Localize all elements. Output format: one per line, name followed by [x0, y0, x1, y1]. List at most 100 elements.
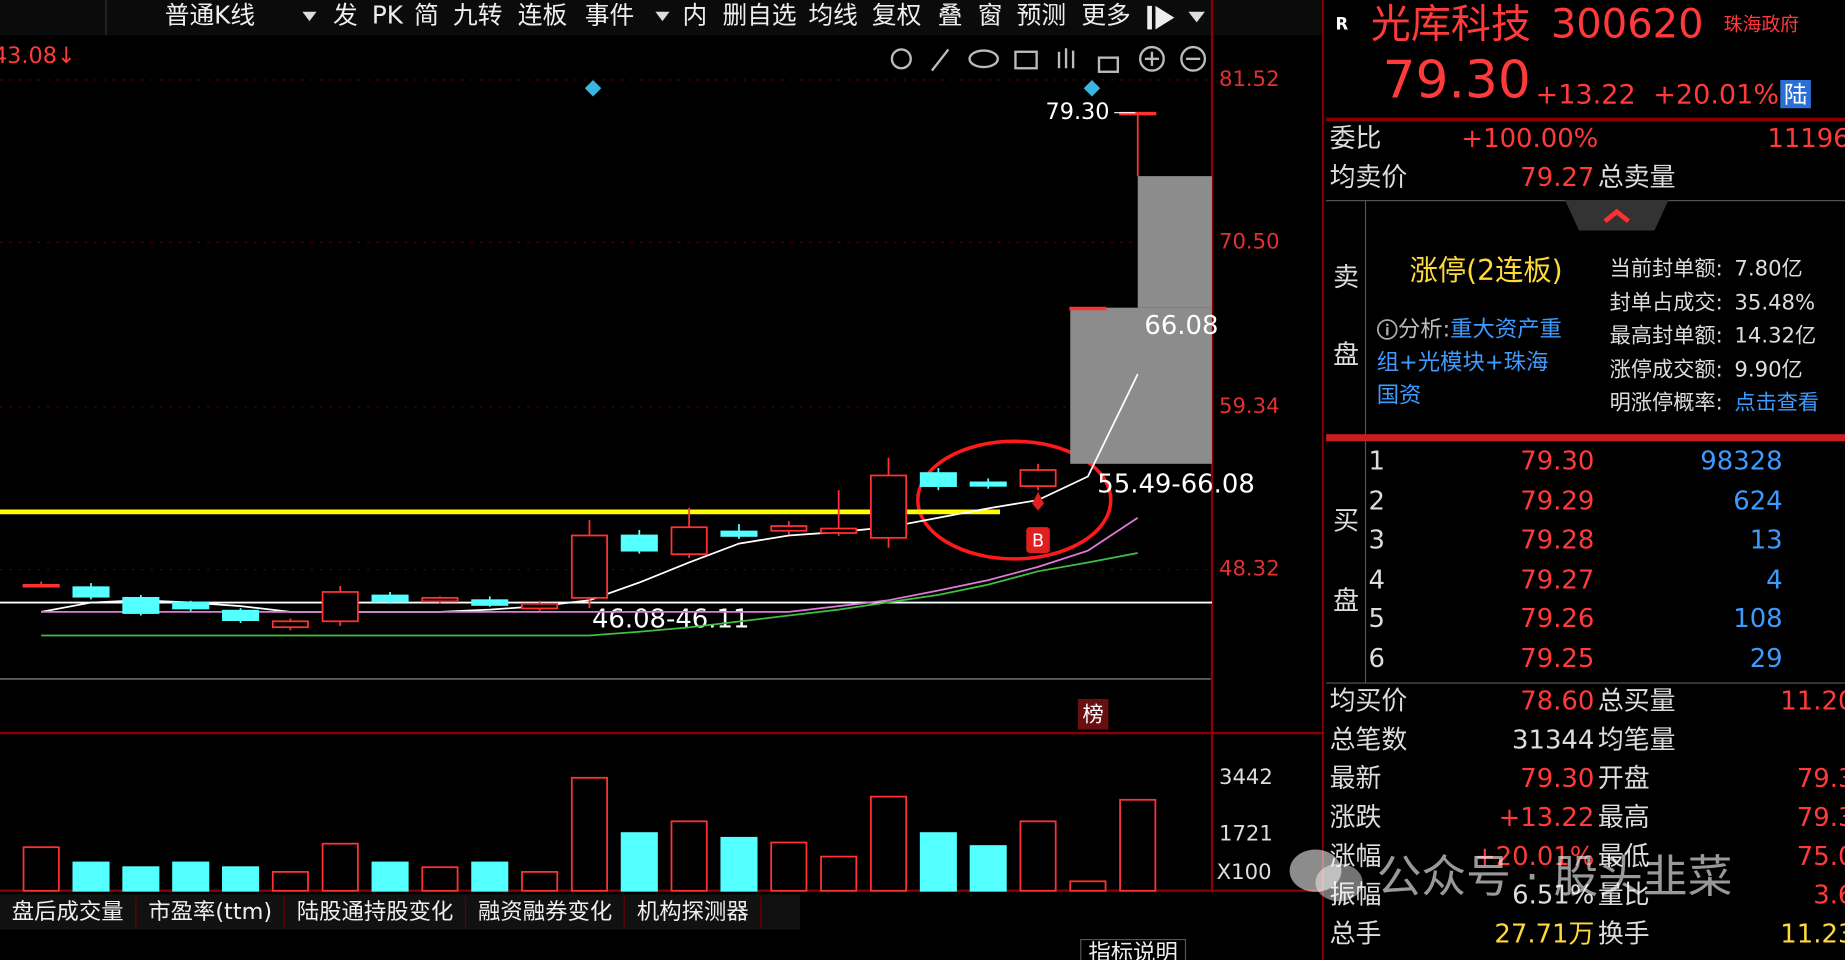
volume-bar — [222, 866, 260, 892]
chart-tools[interactable] — [890, 45, 1207, 73]
label: 均卖价 — [1329, 163, 1408, 193]
bid-price: 79.28 — [1520, 525, 1595, 556]
toolbar-item[interactable]: 均线 — [808, 1, 858, 30]
bid-level: 4 — [1368, 565, 1385, 595]
candle-body — [869, 474, 908, 539]
toolbar-item[interactable]: 更多 — [1081, 1, 1131, 30]
volume-bar — [321, 842, 359, 892]
stock-tag[interactable]: 珠海政府 — [1723, 12, 1800, 36]
candle-body — [670, 526, 708, 556]
value: +100.00% — [1461, 124, 1599, 155]
stat-value: 6.51% — [1512, 881, 1595, 911]
toolbar-item[interactable]: 内 — [682, 1, 708, 30]
toolbar-item[interactable]: 复权 — [871, 1, 922, 30]
gap-label: 66.08 — [1144, 311, 1218, 341]
volume-bar — [122, 866, 160, 892]
indicator-tab[interactable]: 融资融券变化 — [466, 896, 626, 929]
buy-marker — [1032, 491, 1044, 511]
stat-value: 11.23 — [1780, 920, 1845, 950]
limit-value: 7.80亿 — [1734, 256, 1803, 282]
volume-bar — [720, 836, 758, 892]
stat-value: 79.3 — [1796, 803, 1845, 834]
toolbar-item[interactable]: 简 — [414, 1, 439, 30]
candle-body — [222, 609, 260, 621]
side-label: 盘 — [1333, 587, 1360, 617]
toolbar-item[interactable]: 发 — [332, 1, 358, 30]
buy-badge-text: B — [1032, 531, 1044, 551]
divider — [1326, 434, 1845, 442]
volume-bar — [271, 871, 309, 892]
dropdown-arrow[interactable] — [302, 11, 317, 22]
bid-volume: 98328 — [1700, 447, 1783, 477]
watermark: 公众号 · 股头韭菜 — [1376, 850, 1733, 903]
stat-value: 78.60 — [1520, 687, 1595, 717]
toolbar-item[interactable]: 九转 — [453, 1, 503, 30]
limit-label: 明涨停概率: — [1609, 390, 1723, 416]
bid-price: 79.30 — [1520, 447, 1595, 477]
y-tick-label: 59.34 — [1219, 393, 1280, 418]
bid-volume: 29 — [1749, 644, 1783, 674]
limit-label: 涨停成交额: — [1609, 357, 1723, 382]
event-marker[interactable] — [584, 80, 602, 97]
kline-chart: 81.52 70.50 59.34 48.32 55.49-66.08 66.08 46.0… — [0, 0, 1324, 960]
limit-value[interactable]: 点击查看 — [1734, 390, 1820, 416]
indicator-tab[interactable]: 盘后成交量 — [0, 896, 137, 929]
limit-value: 14.32亿 — [1734, 323, 1817, 349]
expand-icon[interactable] — [1147, 5, 1175, 30]
stock-code: 300620 — [1550, 1, 1704, 49]
kline-type[interactable]: 普通K线 — [164, 1, 256, 30]
limit-title: 涨停(2连板) — [1409, 254, 1563, 288]
stat-value: +20.01% — [1473, 842, 1595, 872]
volume-bar — [1019, 820, 1057, 892]
toolbar-item[interactable]: PK — [371, 1, 403, 30]
stat-value: 3.6 — [1813, 881, 1845, 911]
candle-body — [720, 530, 758, 537]
limit-value: 9.90亿 — [1734, 357, 1803, 382]
bid-volume: 13 — [1749, 525, 1783, 556]
candle-body — [770, 525, 808, 532]
indicator-tab[interactable]: 市盈率(ttm) — [136, 896, 286, 929]
low-label: 43.08↓ — [0, 43, 76, 69]
y-tick-label: 70.50 — [1219, 228, 1280, 253]
bid-price: 79.29 — [1520, 486, 1595, 516]
toolbar-item[interactable]: 叠 — [937, 1, 963, 30]
stat-value: 11.20 — [1780, 687, 1845, 717]
collapse-tab[interactable] — [1564, 200, 1669, 231]
candle-body — [371, 594, 409, 603]
toolbar-item[interactable]: 删自选 — [722, 1, 797, 30]
toolbar-item[interactable]: 预测 — [1016, 1, 1067, 30]
stat-value: 27.71万 — [1494, 920, 1595, 950]
dropdown-arrow[interactable] — [1188, 11, 1205, 23]
candle-body — [321, 591, 359, 623]
candle-body — [172, 601, 210, 610]
candle-body — [521, 602, 559, 610]
volume-bar — [919, 832, 957, 892]
toolbar-item[interactable]: 连板 — [517, 1, 568, 30]
indicator-tab[interactable]: 机构探测器 — [625, 896, 762, 929]
toolbar-item[interactable]: 窗 — [977, 1, 1003, 30]
highlight-circle — [916, 439, 1113, 561]
volume-bar — [1119, 798, 1157, 892]
indicator-tab[interactable]: 陆股通持股变化 — [285, 896, 467, 929]
y-tick-label: 48.32 — [1219, 556, 1280, 581]
bid-price: 79.26 — [1520, 604, 1595, 635]
unit-label: X100 — [1217, 859, 1272, 884]
stat-label: 均笔量 — [1597, 725, 1676, 756]
indicator-help[interactable]: 指标说明 — [1080, 938, 1187, 960]
stock-name: 光库科技 — [1370, 1, 1531, 49]
stat-label: 振幅 — [1329, 881, 1382, 911]
stat-value: 79.3 — [1796, 764, 1845, 795]
analysis-text[interactable]: 重大资产重组+光模块+珠海国资 — [1376, 316, 1562, 409]
volume-bar — [820, 855, 858, 892]
bid-volume: 624 — [1733, 486, 1783, 516]
toolbar-item[interactable]: 事件 — [584, 1, 635, 30]
dropdown-arrow[interactable] — [655, 11, 670, 22]
stat-label: 开盘 — [1597, 764, 1650, 795]
volume-bar — [770, 841, 808, 892]
divider — [1364, 200, 1367, 436]
moving-average — [41, 552, 1138, 637]
stat-label: 换手 — [1597, 920, 1650, 950]
event-marker[interactable] — [1083, 80, 1101, 97]
stat-value: 31344 — [1512, 725, 1595, 756]
volume-bar — [421, 866, 459, 892]
